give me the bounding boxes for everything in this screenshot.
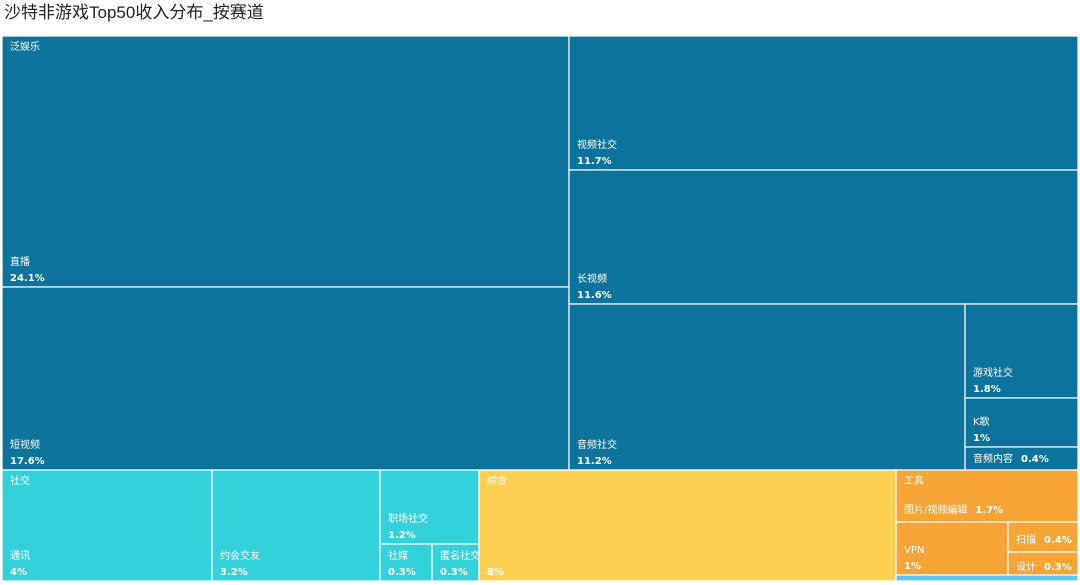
treemap-cell-0-3 (568, 169, 1079, 305)
cell-label-3-1: VPN (904, 545, 924, 556)
cell-value-1-3: 0.3% (388, 567, 416, 578)
group-label-3: 工具 (904, 475, 924, 487)
treemap-cell-0-5 (964, 303, 1079, 399)
treemap-cell-0-0 (1, 35, 570, 288)
treemap-cell-1-3 (379, 543, 433, 582)
cell-value-0-7: 0.4% (1021, 454, 1049, 465)
cell-value-0-6: 1% (973, 433, 990, 444)
treemap-cell-4-0 (895, 574, 1079, 582)
cell-value-0-2: 11.7% (577, 156, 612, 167)
group-label-0: 泛娱乐 (10, 40, 40, 53)
treemap-cell-0-1 (1, 286, 570, 471)
cell-label-0-3: 长视频 (577, 272, 607, 285)
cell-label-0-2: 视频社交 (577, 138, 617, 151)
cell-value-3-3: 0.3% (1044, 562, 1072, 573)
cell-label-3-2: 扫描 (1016, 533, 1036, 546)
cell-value-0-0: 24.1% (10, 273, 45, 284)
treemap-cell-1-1 (211, 469, 381, 582)
cell-label-3-3: 设计 (1016, 560, 1036, 573)
cell-value-0-5: 1.8% (973, 384, 1001, 395)
cell-label-0-0: 直播 (10, 255, 30, 268)
cell-label-1-2: 职场社交 (388, 512, 428, 525)
cell-value-0-1: 17.6% (10, 456, 45, 467)
cell-value-0-3: 11.6% (577, 290, 612, 301)
cell-label-1-1: 约会交友 (220, 549, 260, 562)
cell-label-0-5: 游戏社交 (973, 366, 1013, 379)
cell-value-3-1: 1% (904, 561, 921, 572)
cell-label-0-4: 音频社交 (577, 438, 617, 451)
cell-label-0-7: 音频内容 (973, 452, 1013, 465)
treemap-cell-3-2 (1007, 521, 1079, 553)
treemap-cell-1-0 (1, 469, 213, 582)
cell-label-3-0: 图片/视频编辑 (904, 503, 967, 516)
cell-value-1-0: 4% (10, 567, 27, 578)
group-label-2: 综合 (487, 474, 507, 487)
cell-value-1-4: 0.3% (440, 567, 468, 578)
cell-value-1-1: 3.2% (220, 567, 248, 578)
chart-title: 沙特非游戏Top50收入分布_按赛道 (4, 3, 264, 22)
group-label-1: 社交 (10, 474, 30, 487)
treemap-cell-1-4 (431, 543, 480, 582)
cell-value-0-4: 11.2% (577, 456, 612, 467)
cell-value-3-0: 1.7% (975, 505, 1003, 516)
treemap-cell-2-0 (478, 469, 897, 582)
cell-label-0-6: K歌 (973, 415, 990, 428)
treemap-cell-3-1 (895, 521, 1009, 576)
treemap-cell-0-2 (568, 35, 1079, 171)
cell-value-3-2: 0.4% (1044, 535, 1072, 546)
cell-label-1-0: 通讯 (10, 550, 30, 562)
cell-value-1-2: 1.2% (388, 530, 416, 541)
cell-label-0-1: 短视频 (10, 438, 40, 451)
cell-label-1-3: 社媒 (388, 549, 408, 562)
cell-label-1-4: 匿名社交 (440, 549, 480, 562)
cell-value-2-0: 8% (487, 567, 504, 578)
treemap-cell-0-4 (568, 303, 966, 471)
